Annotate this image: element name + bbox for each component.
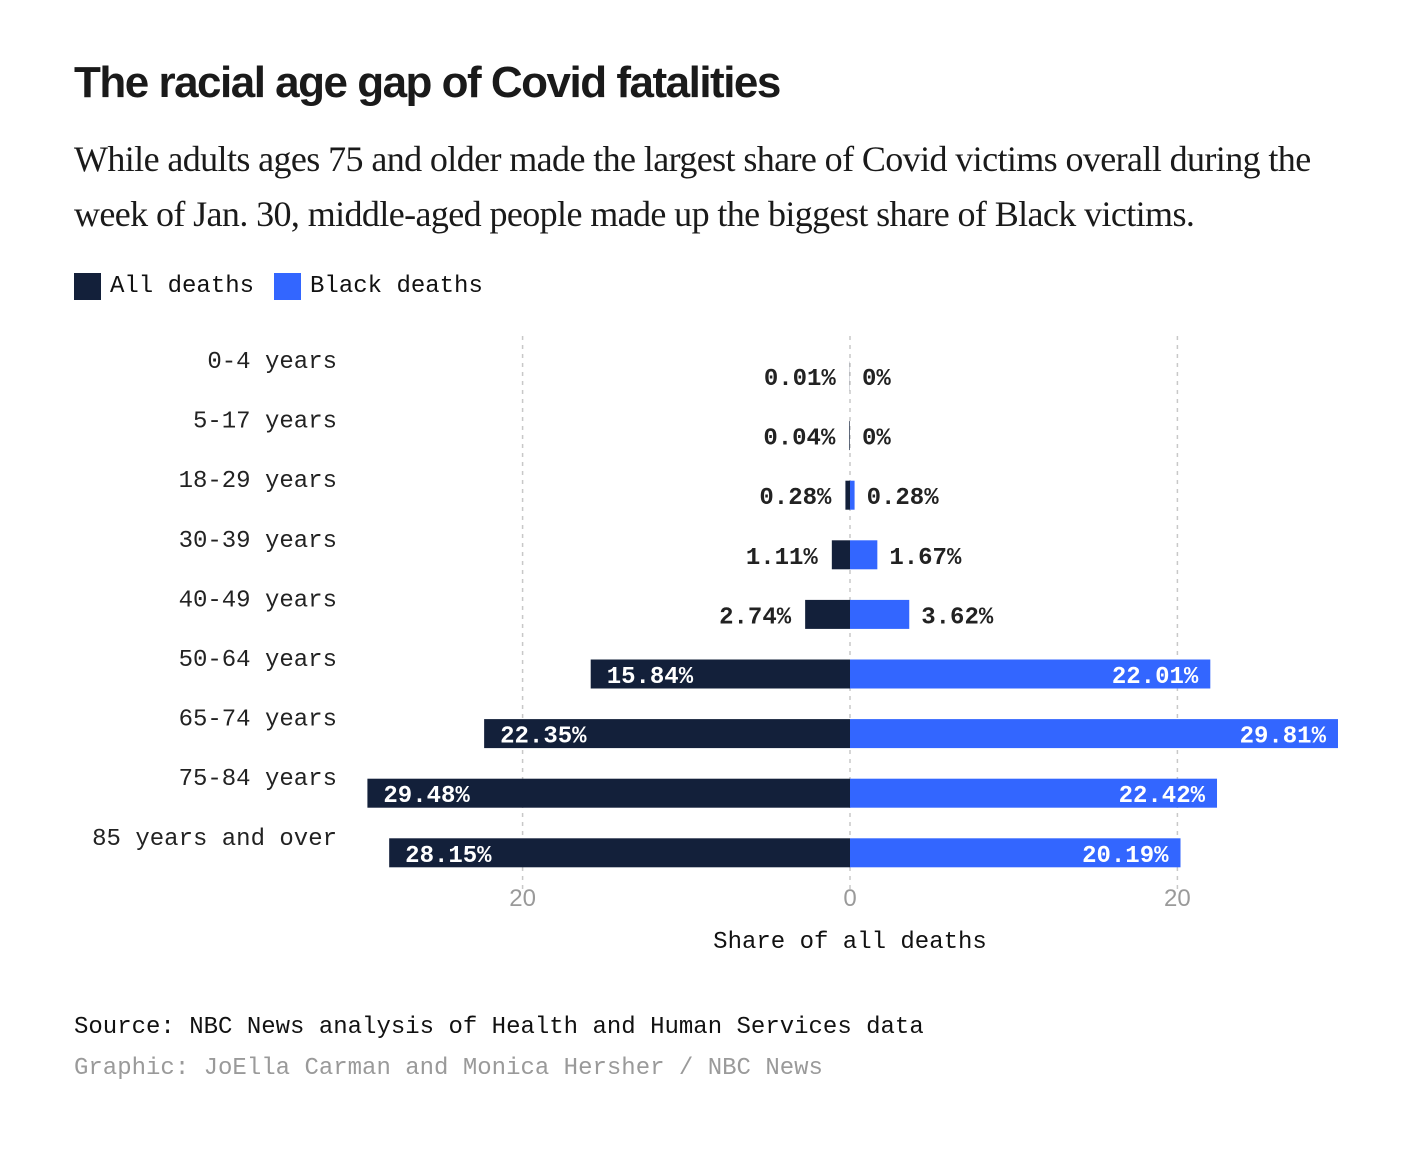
legend: All deaths Black deaths (74, 273, 503, 300)
category-label: 85 years and over (92, 826, 337, 853)
x-tick-label: 20 (509, 885, 536, 912)
bar-black-deaths (850, 599, 910, 629)
data-label-all-deaths: 0.04% (763, 426, 836, 453)
bar-black-deaths (850, 719, 1338, 749)
bar-black-deaths (850, 480, 855, 510)
category-label: 18-29 years (179, 468, 337, 495)
bar-black-deaths (850, 540, 878, 570)
graphic-credit: Graphic: JoElla Carman and Monica Hershe… (74, 1055, 823, 1082)
x-tick-label: 0 (843, 885, 856, 912)
data-label-all-deaths: 28.15% (405, 843, 492, 870)
data-label-all-deaths: 29.48% (383, 783, 470, 810)
data-label-black-deaths: 29.81% (1240, 724, 1327, 751)
legend-label-black-deaths: Black deaths (310, 273, 483, 300)
bar-all-deaths (484, 719, 850, 749)
bar-black-deaths (850, 659, 1211, 689)
bar-all-deaths (367, 778, 850, 808)
data-label-all-deaths: 22.35% (500, 724, 587, 751)
category-label: 5-17 years (193, 409, 337, 436)
data-label-all-deaths: 2.74% (719, 604, 792, 631)
legend-item-black-deaths: Black deaths (274, 273, 483, 300)
x-axis-title: Share of all deaths (713, 929, 987, 956)
bar-all-deaths (845, 480, 850, 510)
bar-black-deaths (850, 838, 1181, 868)
category-label: 50-64 years (179, 647, 337, 674)
data-label-all-deaths: 1.11% (746, 545, 819, 572)
chart-svg: 20 0 20 Share of all deaths 0-4 years 0.01% 0%… (92, 336, 1338, 956)
data-label-black-deaths: 0.28% (867, 485, 940, 512)
data-label-all-deaths: 0.01% (764, 366, 837, 393)
data-label-black-deaths: 0% (862, 426, 891, 453)
legend-swatch-black-deaths (274, 273, 302, 300)
category-label: 75-84 years (179, 766, 337, 793)
bar-all-deaths (805, 599, 850, 629)
legend-item-all-deaths: All deaths (74, 273, 254, 300)
bar-all-deaths (389, 838, 850, 868)
chart-subtitle: While adults ages 75 and older made the … (74, 139, 1311, 234)
data-label-black-deaths: 20.19% (1082, 843, 1169, 870)
category-label: 40-49 years (179, 587, 337, 614)
x-tick-label: 20 (1164, 885, 1191, 912)
data-label-black-deaths: 1.67% (889, 545, 962, 572)
bar-all-deaths (849, 421, 850, 451)
bar-all-deaths (590, 659, 850, 689)
data-label-black-deaths: 22.42% (1119, 783, 1206, 810)
bar-black-deaths (850, 778, 1218, 808)
data-label-all-deaths: 15.84% (607, 664, 694, 691)
bar-all-deaths (831, 540, 850, 570)
data-label-all-deaths: 0.28% (759, 485, 832, 512)
category-label: 30-39 years (179, 528, 337, 555)
legend-swatch-all-deaths (74, 273, 101, 300)
data-label-black-deaths: 22.01% (1112, 664, 1199, 691)
legend-label-all-deaths: All deaths (110, 273, 255, 300)
category-label: 0-4 years (207, 349, 337, 376)
category-label: 65-74 years (179, 707, 337, 734)
chart-title: The racial age gap of Covid fatalities (74, 58, 781, 107)
source-note: Source: NBC News analysis of Health and … (74, 1014, 924, 1041)
data-label-black-deaths: 3.62% (921, 604, 994, 631)
data-label-black-deaths: 0% (862, 366, 891, 393)
